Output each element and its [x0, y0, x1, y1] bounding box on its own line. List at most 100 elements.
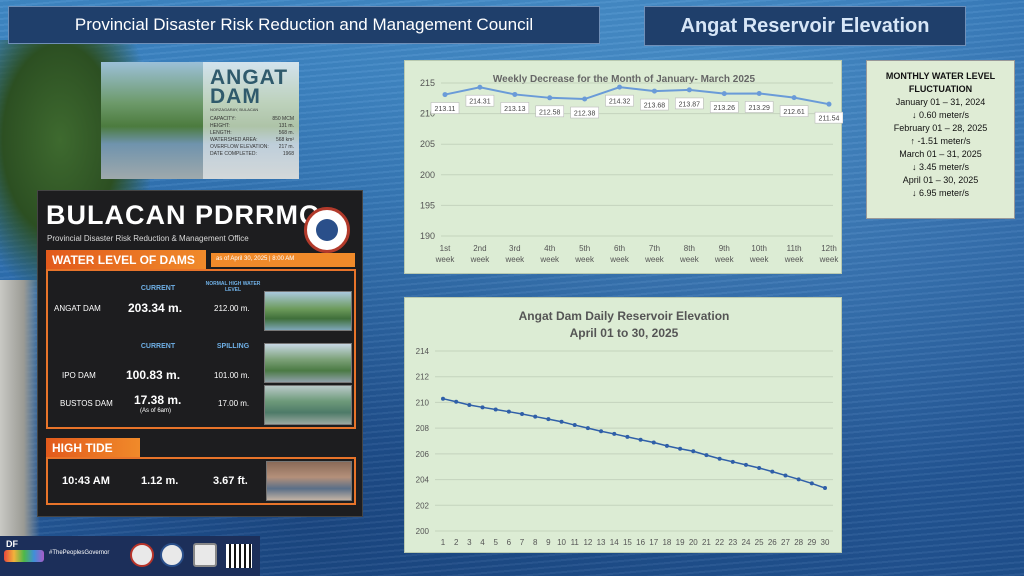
high-tide-photo: [266, 461, 352, 501]
dam-spec-row: LENGTH: 568 m.: [210, 130, 294, 137]
as-of-date: as of April 30, 2025 | 8:00 AM: [211, 253, 355, 267]
fluctuation-heading-2: FLUCTUATION: [908, 84, 973, 94]
data-label: 211.54: [819, 116, 840, 123]
data-point: [512, 91, 518, 97]
data-point: [664, 443, 669, 448]
bustos-dam-spilling: 17.00 m.: [218, 399, 250, 408]
data-point: [480, 405, 485, 410]
data-label: 212.58: [539, 109, 561, 116]
footer-hashtag: #ThePeoplesGovernor: [49, 550, 110, 556]
data-point: [442, 92, 448, 98]
data-point: [493, 407, 498, 412]
fluctuation-change: ↑ -1.51 meter/s: [910, 136, 971, 146]
data-point: [612, 431, 617, 436]
data-label-box: [814, 111, 843, 124]
dam-spec-label: WATERSHED AREA:: [210, 137, 258, 143]
data-label-box: [709, 101, 739, 113]
x-tick-label: 15: [623, 538, 632, 547]
water-level-heading: WATER LEVEL OF DAMS: [46, 250, 206, 269]
pdrrmo-seal-icon: [304, 207, 350, 253]
x-tick-label: week: [504, 255, 525, 264]
fluctuation-period: March 01 – 31, 2025: [899, 149, 982, 159]
daily-elevation-chart: Angat Dam Daily Reservoir Elevation April…: [404, 297, 842, 553]
x-tick-label: 11: [571, 538, 580, 547]
y-tick-label: 215: [420, 78, 435, 88]
data-point: [638, 437, 643, 442]
dam-spec-label: CAPACITY:: [210, 116, 236, 122]
x-tick-label: week: [714, 255, 735, 264]
dam-spec-value: 217 m.: [278, 144, 294, 150]
certification-logo-icon: [193, 543, 217, 567]
pdrrmo-brand: BULACAN PDRRMO: [46, 200, 321, 230]
data-point: [506, 409, 511, 414]
data-label-box: [605, 94, 634, 107]
data-label-box: [430, 102, 460, 114]
dam-info-panel: ANGAT DAM NORZAGARAY, BULACAN CAPACITY: 8…: [203, 62, 299, 179]
x-tick-label: 20: [689, 538, 698, 547]
dam-spec-row: DATE COMPLETED: 1968: [210, 151, 294, 158]
data-point: [533, 414, 538, 419]
data-point: [704, 453, 709, 458]
pdrrmo-logo-icon: [160, 543, 184, 567]
reservoir-title: Angat Reservoir Elevation: [644, 6, 966, 46]
y-tick-label: 205: [420, 139, 435, 149]
data-point: [582, 96, 588, 102]
x-tick-label: 9th: [719, 244, 730, 253]
x-tick-label: 26: [768, 538, 777, 547]
x-tick-label: week: [470, 255, 491, 264]
x-tick-label: 5: [493, 538, 498, 547]
high-tide-time: 10:43 AM: [62, 475, 110, 487]
data-point: [757, 466, 762, 470]
y-tick-label: 200: [420, 170, 435, 180]
x-tick-label: 7th: [649, 244, 660, 253]
data-point: [743, 462, 748, 467]
dam-wall-background: [0, 280, 40, 540]
qr-code-icon: [226, 544, 252, 568]
data-point: [546, 417, 551, 422]
fluctuation-change: ↓ 0.60 meter/s: [911, 110, 970, 120]
x-tick-label: week: [784, 255, 805, 264]
col-current-header-2: CURRENT: [140, 343, 176, 350]
data-point: [678, 446, 683, 451]
x-tick-label: week: [574, 255, 595, 264]
high-tide-feet: 3.67 ft.: [213, 475, 248, 487]
x-tick-label: week: [679, 255, 700, 264]
province-seal-icon: [130, 543, 154, 567]
x-tick-label: 6: [507, 538, 512, 547]
dam-card-title-line1: ANGAT: [210, 66, 289, 89]
angat-dam-label: ANGAT DAM: [54, 304, 101, 313]
angat-dam-photo-card: ANGAT DAM NORZAGARAY, BULACAN CAPACITY: 8…: [101, 62, 299, 179]
data-point: [756, 90, 762, 96]
dam-spec-label: LENGTH:: [210, 130, 232, 136]
x-tick-label: week: [819, 255, 840, 264]
x-tick-label: 22: [715, 538, 724, 547]
data-point: [651, 440, 656, 445]
y-tick-label: 206: [416, 450, 430, 459]
x-tick-label: 8th: [684, 244, 695, 253]
data-point: [625, 434, 630, 439]
data-label: 212.38: [574, 111, 596, 118]
data-point: [617, 84, 623, 90]
y-tick-label: 195: [420, 200, 435, 210]
x-tick-label: 18: [662, 538, 671, 547]
dam-levels-frame: CURRENT NORMAL HIGH WATER LEVEL ANGAT DA…: [46, 269, 356, 429]
data-label: 214.32: [609, 99, 631, 106]
x-tick-label: 1st: [440, 244, 451, 253]
dam-spec-label: OVERFLOW ELEVATION:: [210, 144, 269, 150]
x-tick-label: 3rd: [509, 244, 521, 253]
data-label: 214.31: [469, 99, 491, 106]
high-tide-meters: 1.12 m.: [141, 475, 179, 487]
dam-spec-row: HEIGHT: 131 m.: [210, 123, 294, 130]
y-tick-label: 210: [416, 398, 430, 407]
x-tick-label: 12: [583, 538, 592, 547]
dam-spec-value: 1968: [282, 151, 294, 157]
x-tick-label: 17: [649, 538, 658, 547]
y-tick-label: 214: [416, 347, 430, 356]
x-tick-label: week: [435, 255, 456, 264]
data-label: 213.11: [435, 106, 456, 113]
x-tick-label: 11th: [787, 244, 802, 253]
bustos-dam-photo: [264, 385, 352, 425]
pdrrmo-water-level-board: BULACAN PDRRMO Provincial Disaster Risk …: [37, 190, 363, 517]
data-point: [791, 95, 797, 101]
dam-card-subtitle: NORZAGARAY, BULACAN: [210, 107, 259, 112]
